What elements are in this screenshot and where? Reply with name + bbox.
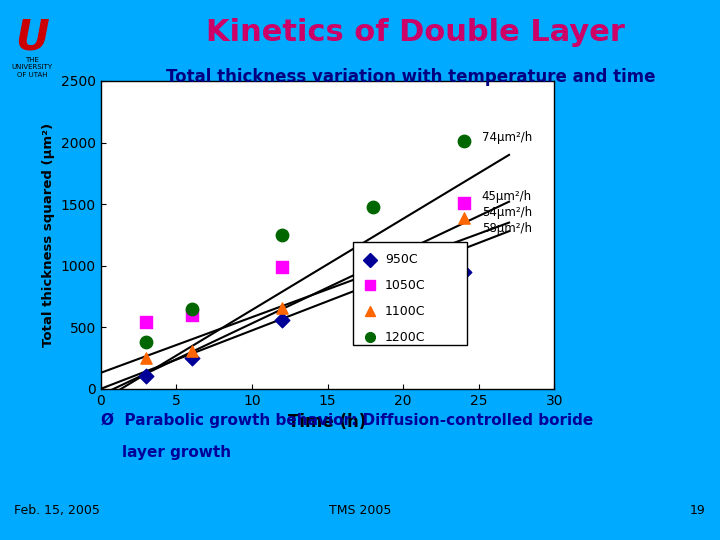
Point — [458, 213, 469, 222]
Point — [140, 354, 152, 362]
Point — [458, 267, 469, 276]
Point — [186, 346, 197, 355]
Text: 1050C: 1050C — [385, 279, 426, 292]
Point — [186, 305, 197, 313]
Point — [140, 318, 152, 327]
Point — [140, 338, 152, 346]
Point — [140, 372, 152, 381]
Text: 45μm²/h: 45μm²/h — [482, 190, 532, 203]
Point — [186, 354, 197, 362]
Text: TMS 2005: TMS 2005 — [329, 504, 391, 517]
Point — [458, 199, 469, 207]
Text: Kinetics of Double Layer: Kinetics of Double Layer — [207, 18, 625, 47]
Text: U: U — [16, 16, 49, 58]
Text: 58μm²/h: 58μm²/h — [482, 221, 532, 234]
Text: Feb. 15, 2005: Feb. 15, 2005 — [14, 504, 100, 517]
Point — [367, 260, 379, 269]
X-axis label: Time (h): Time (h) — [289, 413, 366, 431]
Text: 74μm²/h: 74μm²/h — [482, 131, 532, 144]
Point — [367, 202, 379, 211]
Text: 54μm²/h: 54μm²/h — [482, 206, 532, 219]
Point — [276, 303, 288, 312]
Text: Ø  Parabolic growth behavior: Diffusion-controlled boride: Ø Parabolic growth behavior: Diffusion-c… — [101, 413, 593, 428]
Text: layer growth: layer growth — [101, 446, 231, 461]
Text: 1100C: 1100C — [385, 305, 426, 318]
Text: Total thickness variation with temperature and time: Total thickness variation with temperatu… — [166, 68, 655, 85]
Point — [276, 231, 288, 239]
Point — [367, 270, 379, 279]
Point — [186, 310, 197, 319]
Text: 19: 19 — [690, 504, 706, 517]
Text: 1200C: 1200C — [385, 330, 426, 343]
Text: 950C: 950C — [385, 253, 418, 266]
Text: THE
UNIVERSITY
OF UTAH: THE UNIVERSITY OF UTAH — [12, 57, 53, 78]
Point — [458, 137, 469, 146]
Point — [367, 285, 379, 293]
Bar — [354, 241, 467, 345]
Y-axis label: Total thickness squared (μm²): Total thickness squared (μm²) — [42, 123, 55, 347]
Point — [276, 262, 288, 271]
Point — [276, 315, 288, 324]
